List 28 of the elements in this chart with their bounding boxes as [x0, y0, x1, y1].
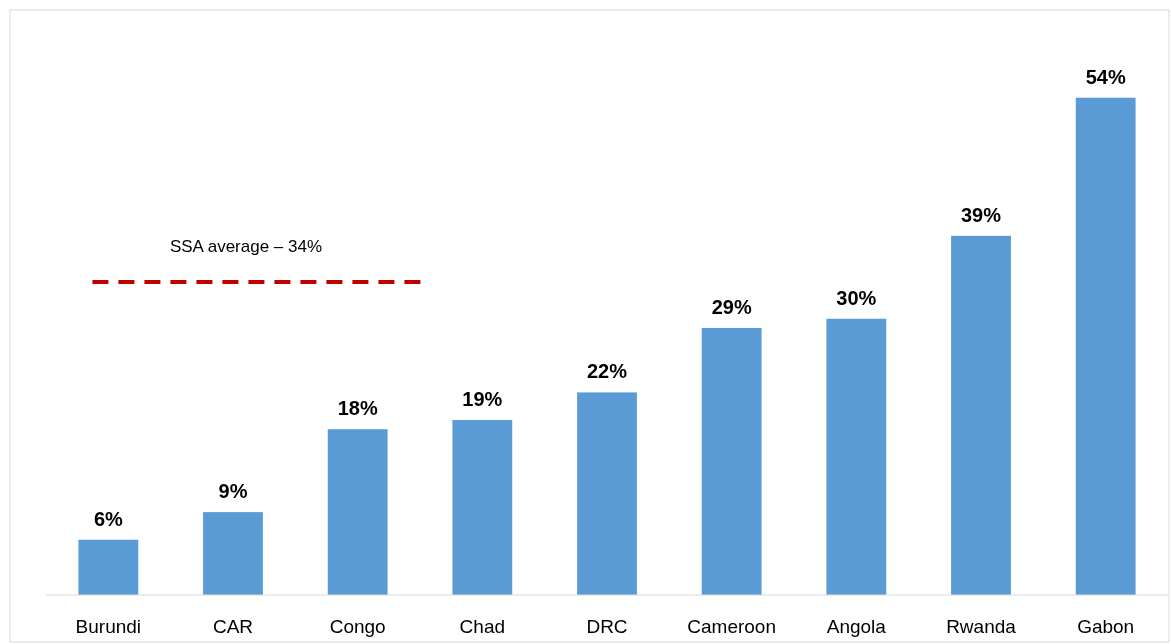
data-label: 54% — [1085, 65, 1126, 88]
bar — [577, 392, 637, 595]
bar — [701, 327, 762, 595]
x-tick-label: DRC — [586, 616, 628, 637]
ref-line-label: SSA average – 34% — [169, 236, 323, 256]
data-label: 30% — [836, 286, 877, 309]
data-label: 18% — [337, 397, 378, 420]
bar — [78, 539, 139, 595]
x-tick-label: Cameroon — [687, 616, 777, 637]
bar — [327, 429, 388, 595]
bar — [1075, 97, 1136, 595]
x-tick-label: Burundi — [75, 616, 142, 637]
x-tick-label: Chad — [459, 616, 506, 637]
x-tick-label: Congo — [329, 616, 386, 637]
data-label: 29% — [711, 295, 752, 318]
data-label: 22% — [586, 360, 628, 383]
bar — [826, 318, 887, 595]
x-tick-label: CAR — [212, 616, 254, 637]
data-label: 9% — [218, 480, 248, 503]
data-label: 19% — [462, 388, 503, 411]
data-label: 39% — [960, 203, 1002, 226]
data-label: 6% — [93, 507, 123, 530]
x-tick-label: Rwanda — [946, 616, 1017, 637]
bar — [203, 512, 263, 595]
bar — [951, 235, 1011, 595]
bar — [452, 420, 513, 595]
x-tick-label: Angola — [826, 616, 887, 637]
x-tick-label: Gabon — [1077, 616, 1135, 637]
